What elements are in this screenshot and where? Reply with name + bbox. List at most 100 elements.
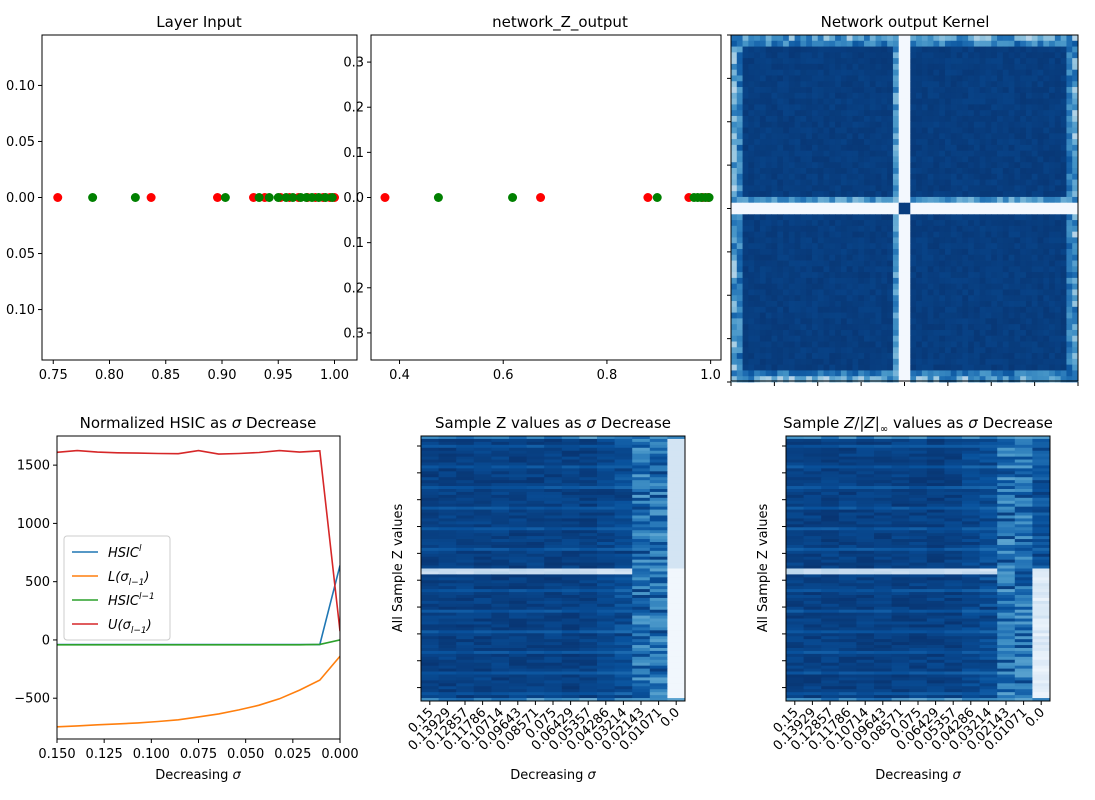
heatmap-cell: [597, 468, 615, 472]
heatmap-cell: [904, 324, 911, 331]
heatmap-cell: [858, 185, 865, 192]
heatmap-cell: [1025, 75, 1033, 82]
heatmap-cell: [421, 565, 439, 569]
heatmap-cell: [921, 168, 929, 175]
heatmap-cell: [759, 254, 767, 261]
heatmap-cell: [579, 547, 598, 552]
heatmap-cell: [456, 527, 475, 531]
heatmap-cell: [1002, 40, 1009, 47]
heatmap-cell: [811, 144, 819, 152]
heatmap-cell: [852, 191, 859, 198]
heatmap-cell: [614, 539, 633, 543]
heatmap-cell: [973, 63, 981, 71]
heatmap-cell: [950, 364, 957, 371]
heatmap-cell: [829, 277, 836, 285]
heatmap-cell: [875, 329, 882, 337]
heatmap-cell: [1037, 63, 1044, 71]
heatmap-cell: [823, 133, 830, 140]
heatmap-cell: [864, 150, 871, 157]
heatmap-cell: [731, 173, 738, 180]
heatmap-cell: [777, 75, 784, 82]
heatmap-cell: [823, 335, 830, 342]
heatmap-cell: [421, 574, 439, 578]
heatmap-cell: [840, 104, 848, 111]
heatmap-cell: [579, 580, 598, 584]
heatmap-cell: [927, 63, 934, 71]
heatmap-cell: [823, 301, 830, 308]
heatmap-cell: [1072, 81, 1079, 88]
heatmap-cell: [649, 559, 668, 564]
heatmap-cell: [962, 58, 969, 65]
heatmap-cell: [579, 462, 598, 466]
heatmap-cell: [438, 483, 457, 487]
heatmap-cell: [864, 277, 871, 285]
heatmap-cell: [597, 597, 615, 602]
scatter-point: [643, 193, 653, 202]
heatmap-cell: [956, 40, 963, 47]
heatmap-cell: [962, 87, 969, 94]
heatmap-cell: [473, 480, 492, 484]
x-tick-label: 0.050: [227, 747, 264, 762]
heatmap-cell: [991, 115, 998, 123]
heatmap-cell: [962, 40, 969, 47]
heatmap-cell: [1002, 168, 1009, 175]
heatmap-cell: [956, 110, 963, 117]
heatmap-cell: [939, 358, 946, 366]
heatmap-cell: [794, 289, 801, 296]
heatmap-cell: [649, 577, 668, 581]
heatmap-cell: [614, 639, 633, 643]
heatmap-cell: [667, 539, 686, 543]
heatmap-cell: [939, 133, 946, 140]
heatmap-cell: [933, 156, 940, 163]
heatmap-cell: [491, 603, 510, 608]
heatmap-cell: [800, 202, 807, 209]
heatmap-cell: [892, 208, 900, 215]
heatmap-cell: [632, 539, 651, 543]
heatmap-cell: [456, 468, 475, 472]
heatmap-cell: [771, 272, 778, 279]
heatmap-cell: [473, 544, 492, 549]
heatmap-cell: [939, 324, 946, 331]
heatmap-cell: [597, 665, 615, 670]
heatmap-cell: [1072, 266, 1079, 273]
heatmap-cell: [892, 248, 900, 256]
heatmap-cell: [748, 168, 755, 175]
heatmap-cell: [509, 565, 527, 569]
heatmap-cell: [800, 110, 807, 117]
heatmap-cell: [892, 220, 900, 227]
heatmap-cell: [1066, 376, 1073, 383]
heatmap-cell: [597, 574, 615, 578]
heatmap-cell: [852, 335, 859, 342]
x-tick-label: 0.075: [180, 747, 217, 762]
heatmap-cell: [759, 133, 767, 140]
heatmap-cell: [950, 306, 957, 313]
heatmap-cell: [904, 40, 911, 47]
heatmap-cell: [1002, 127, 1009, 134]
heatmap-cell: [910, 115, 917, 123]
heatmap-cell: [817, 358, 824, 366]
heatmap-cell: [438, 544, 457, 549]
heatmap-cell: [881, 254, 888, 261]
heatmap-cell: [1072, 168, 1079, 175]
heatmap-cell: [742, 104, 749, 111]
heatmap-cell: [962, 168, 969, 175]
heatmap-cell: [1025, 358, 1033, 366]
heatmap-cell: [864, 191, 871, 198]
heatmap-cell: [962, 150, 969, 157]
heatmap-cell: [742, 306, 749, 313]
heatmap-cell: [748, 58, 755, 65]
heatmap-cell: [973, 260, 981, 267]
heatmap-cell: [892, 144, 900, 152]
heatmap-cell: [742, 231, 749, 238]
heatmap-cell: [916, 196, 923, 204]
heatmap-cell: [829, 364, 836, 371]
heatmap-cell: [783, 168, 790, 175]
heatmap-cell: [927, 329, 934, 337]
heatmap-cell: [597, 503, 615, 508]
heatmap-cell: [811, 324, 819, 331]
heatmap-cell: [561, 618, 580, 622]
heatmap-cell: [491, 574, 510, 578]
heatmap-cell: [473, 574, 492, 578]
heatmap-cell: [1020, 225, 1027, 233]
heatmap-cell: [748, 225, 755, 233]
